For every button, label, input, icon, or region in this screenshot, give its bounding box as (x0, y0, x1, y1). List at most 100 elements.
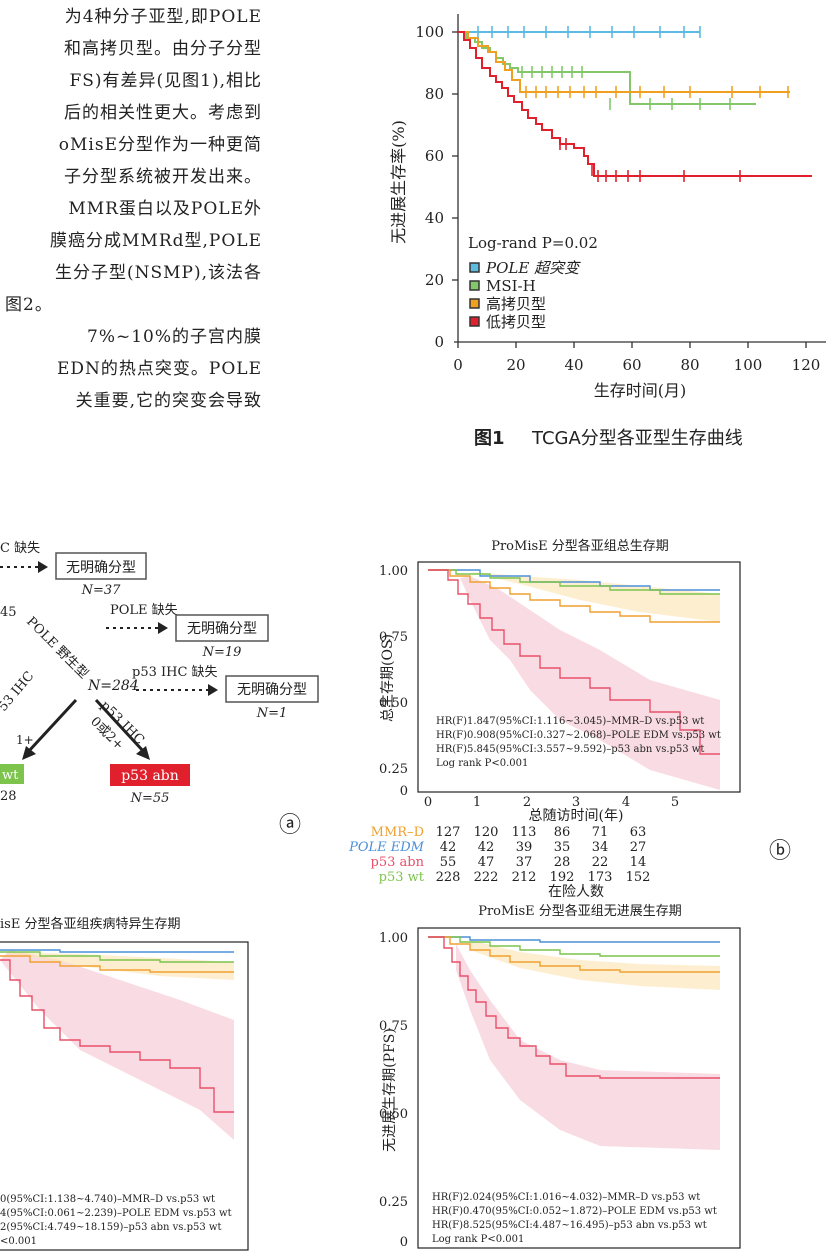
risk-row-name: p53 abn (371, 855, 425, 870)
text-line: EDN的热点突变。POLE (57, 359, 262, 379)
fig2b-xtick: 5 (671, 795, 679, 810)
fig2d-ytick: 0.75 (379, 1019, 408, 1034)
risk-cell: 71 (592, 825, 609, 840)
risk-cell: 55 (440, 855, 457, 870)
text-line: 膜癌分成MMRd型,POLE (50, 231, 262, 251)
fig1-ytick: 80 (425, 85, 444, 103)
legend-label: 高拷贝型 (486, 295, 546, 313)
fig2b-ytick: 1.00 (379, 564, 408, 579)
fig2b-panel-label: ⓑ (769, 839, 791, 864)
fig1-stat: Log-rand P=0.02 (468, 234, 598, 252)
fig2d-ci-band (470, 940, 720, 990)
fig1-xtick: 60 (622, 356, 641, 374)
fig2b-curve-p53-abn (428, 569, 720, 755)
risk-cell: 28 (554, 855, 571, 870)
fig2b-curve-p53-wt (428, 569, 720, 595)
fig2d-ytick: 1.00 (379, 931, 408, 946)
risk-cell: 35 (554, 840, 571, 855)
fig2a-node-box (0, 764, 24, 784)
fig2b-xtick: 2 (523, 795, 531, 810)
fig2a-node-count: 28 (0, 789, 17, 804)
risk-cell: 228 (436, 870, 461, 885)
fig2b-xtick: 3 (572, 795, 580, 810)
fig2b-stat: HR(F)1.847(95%CI:1.116~3.045)–MMR–D vs.p… (436, 716, 704, 727)
fig1-xlabel: 生存时间(月) (594, 381, 687, 400)
fig2a-label: N=284 (87, 678, 139, 694)
text-line: 图2。 (5, 295, 53, 315)
fig2a-node-box (55, 552, 147, 580)
fig2d-ytick: 0.25 (379, 1195, 408, 1210)
fig2c-stat: 4(95%CI:0.061~2.239)–POLE EDM vs.p53 wt (0, 1208, 232, 1219)
risk-cell: 127 (436, 825, 461, 840)
fig2b-ytick: 0.25 (379, 762, 408, 777)
fig1-xtick: 20 (506, 356, 525, 374)
fig2b-stat: HR(F)0.908(95%CI:0.327~2.068)–POLE EDM v… (436, 730, 721, 741)
risk-cell: 63 (630, 825, 647, 840)
fig2d-ytick: 0.50 (379, 1107, 408, 1122)
fig1-axes (452, 14, 826, 348)
risk-cell: 39 (516, 840, 533, 855)
fig2b-xtick: 4 (622, 795, 630, 810)
text-line: FS)有差异(见图1),相比 (69, 71, 262, 91)
fig2a-label: p53 IHC 缺失 (132, 665, 218, 680)
risk-cell: 120 (474, 825, 499, 840)
fig2d-curve-p53-abn (428, 936, 720, 1079)
fig1-ytick: 0 (434, 333, 444, 351)
fig2c-curve-pole-edm (0, 949, 234, 953)
risk-cell: 42 (478, 840, 495, 855)
fig2d-ytick: 0 (400, 1235, 408, 1250)
fig1-ytick: 60 (425, 147, 444, 165)
fig2d-curve-p53-wt (428, 936, 720, 957)
fig2b-xtick: 1 (473, 795, 481, 810)
legend-swatch (469, 316, 480, 327)
text-line: oMisE分型作为一种更简 (58, 135, 262, 155)
fig2a-node-box (225, 675, 319, 703)
fig1-curve-low (458, 31, 812, 177)
fig2a-node: 无明确分型 (237, 682, 307, 698)
fig2c-stat: 2(95%CI:4.749~18.159)–p53 abn vs.p53 wt (0, 1222, 222, 1233)
text-line: 生分子型(NSMP),该法各 (54, 263, 262, 283)
fig2b-stat: Log rank P<0.001 (436, 758, 528, 769)
figure-2d-pfs: ProMisE 分型各亚组无进展生存期 1.00 0.75 0.50 0.25 … (379, 903, 741, 1250)
fig2b-title: ProMisE 分型各亚组总生存期 (491, 538, 669, 554)
fig2b-ytick: 0.50 (379, 696, 408, 711)
fig2b-ytick: 0.75 (379, 630, 408, 645)
fig2a-label: POLE 缺失 (110, 603, 178, 618)
legend-label: 低拷贝型 (486, 313, 546, 331)
fig2d-ylabel: 无进展生存期(PFS) (382, 1028, 398, 1152)
fig2d-frame (417, 927, 741, 1249)
fig2a-node-box (110, 764, 190, 786)
body-text-column: 为4种分子亚型,即POLE 和高拷贝型。由分子分型 FS)有差异(见图1),相比… (0, 0, 300, 420)
risk-cell: 27 (630, 840, 647, 855)
risk-row-name: p53 wt (379, 870, 425, 885)
fig2c-curve-p53-abn (0, 959, 234, 1113)
fig1-legend: POLE 超突变 MSI-H 高拷贝型 低拷贝型 (469, 259, 581, 331)
fig2c-ci-band (0, 950, 234, 1140)
fig1-ytick: 40 (425, 209, 444, 227)
fig2b-ylabel: 总生存期(OS) (380, 634, 396, 722)
fig2d-stat: HR(F)2.024(95%CI:1.016~4.032)–MMR–D vs.p… (432, 1192, 700, 1203)
text-line: 和高拷贝型。由分子分型 (64, 39, 262, 59)
legend-swatch (469, 298, 480, 309)
fig1-censor-low (559, 138, 741, 182)
fig2d-curve-mmr-d (428, 936, 720, 973)
fig2a-label: 53 IHC (0, 669, 37, 715)
fig1-xtick: 40 (564, 356, 583, 374)
fig2c-title: isE 分型各亚组疾病特异生存期 (0, 916, 180, 932)
fig2c-frame (0, 941, 249, 1251)
fig2d-title: ProMisE 分型各亚组无进展生存期 (478, 903, 682, 919)
fig2a-node-count: N=19 (202, 645, 242, 660)
fig2a-node-box (175, 614, 269, 642)
fig2a-node-count: N=37 (81, 583, 122, 598)
fig2a-panel-label: ⓐ (279, 813, 301, 838)
legend-label: POLE 超突变 (485, 259, 581, 277)
legend-swatch (469, 280, 480, 291)
fig1-caption-text: TCGA分型各亚型生存曲线 (531, 428, 743, 449)
legend-label: MSI-H (486, 277, 536, 295)
fig2c-ci-band (0, 952, 234, 980)
fig2b-stat: HR(F)5.845(95%CI:3.557~9.592)–p53 abn vs… (436, 744, 704, 755)
fig2d-stat: Log rank P<0.001 (432, 1234, 524, 1245)
risk-cell: 222 (474, 870, 499, 885)
figure-2c-dss: isE 分型各亚组疾病特异生存期 0(95%CI:1.138~4.740)–MM… (0, 916, 249, 1251)
